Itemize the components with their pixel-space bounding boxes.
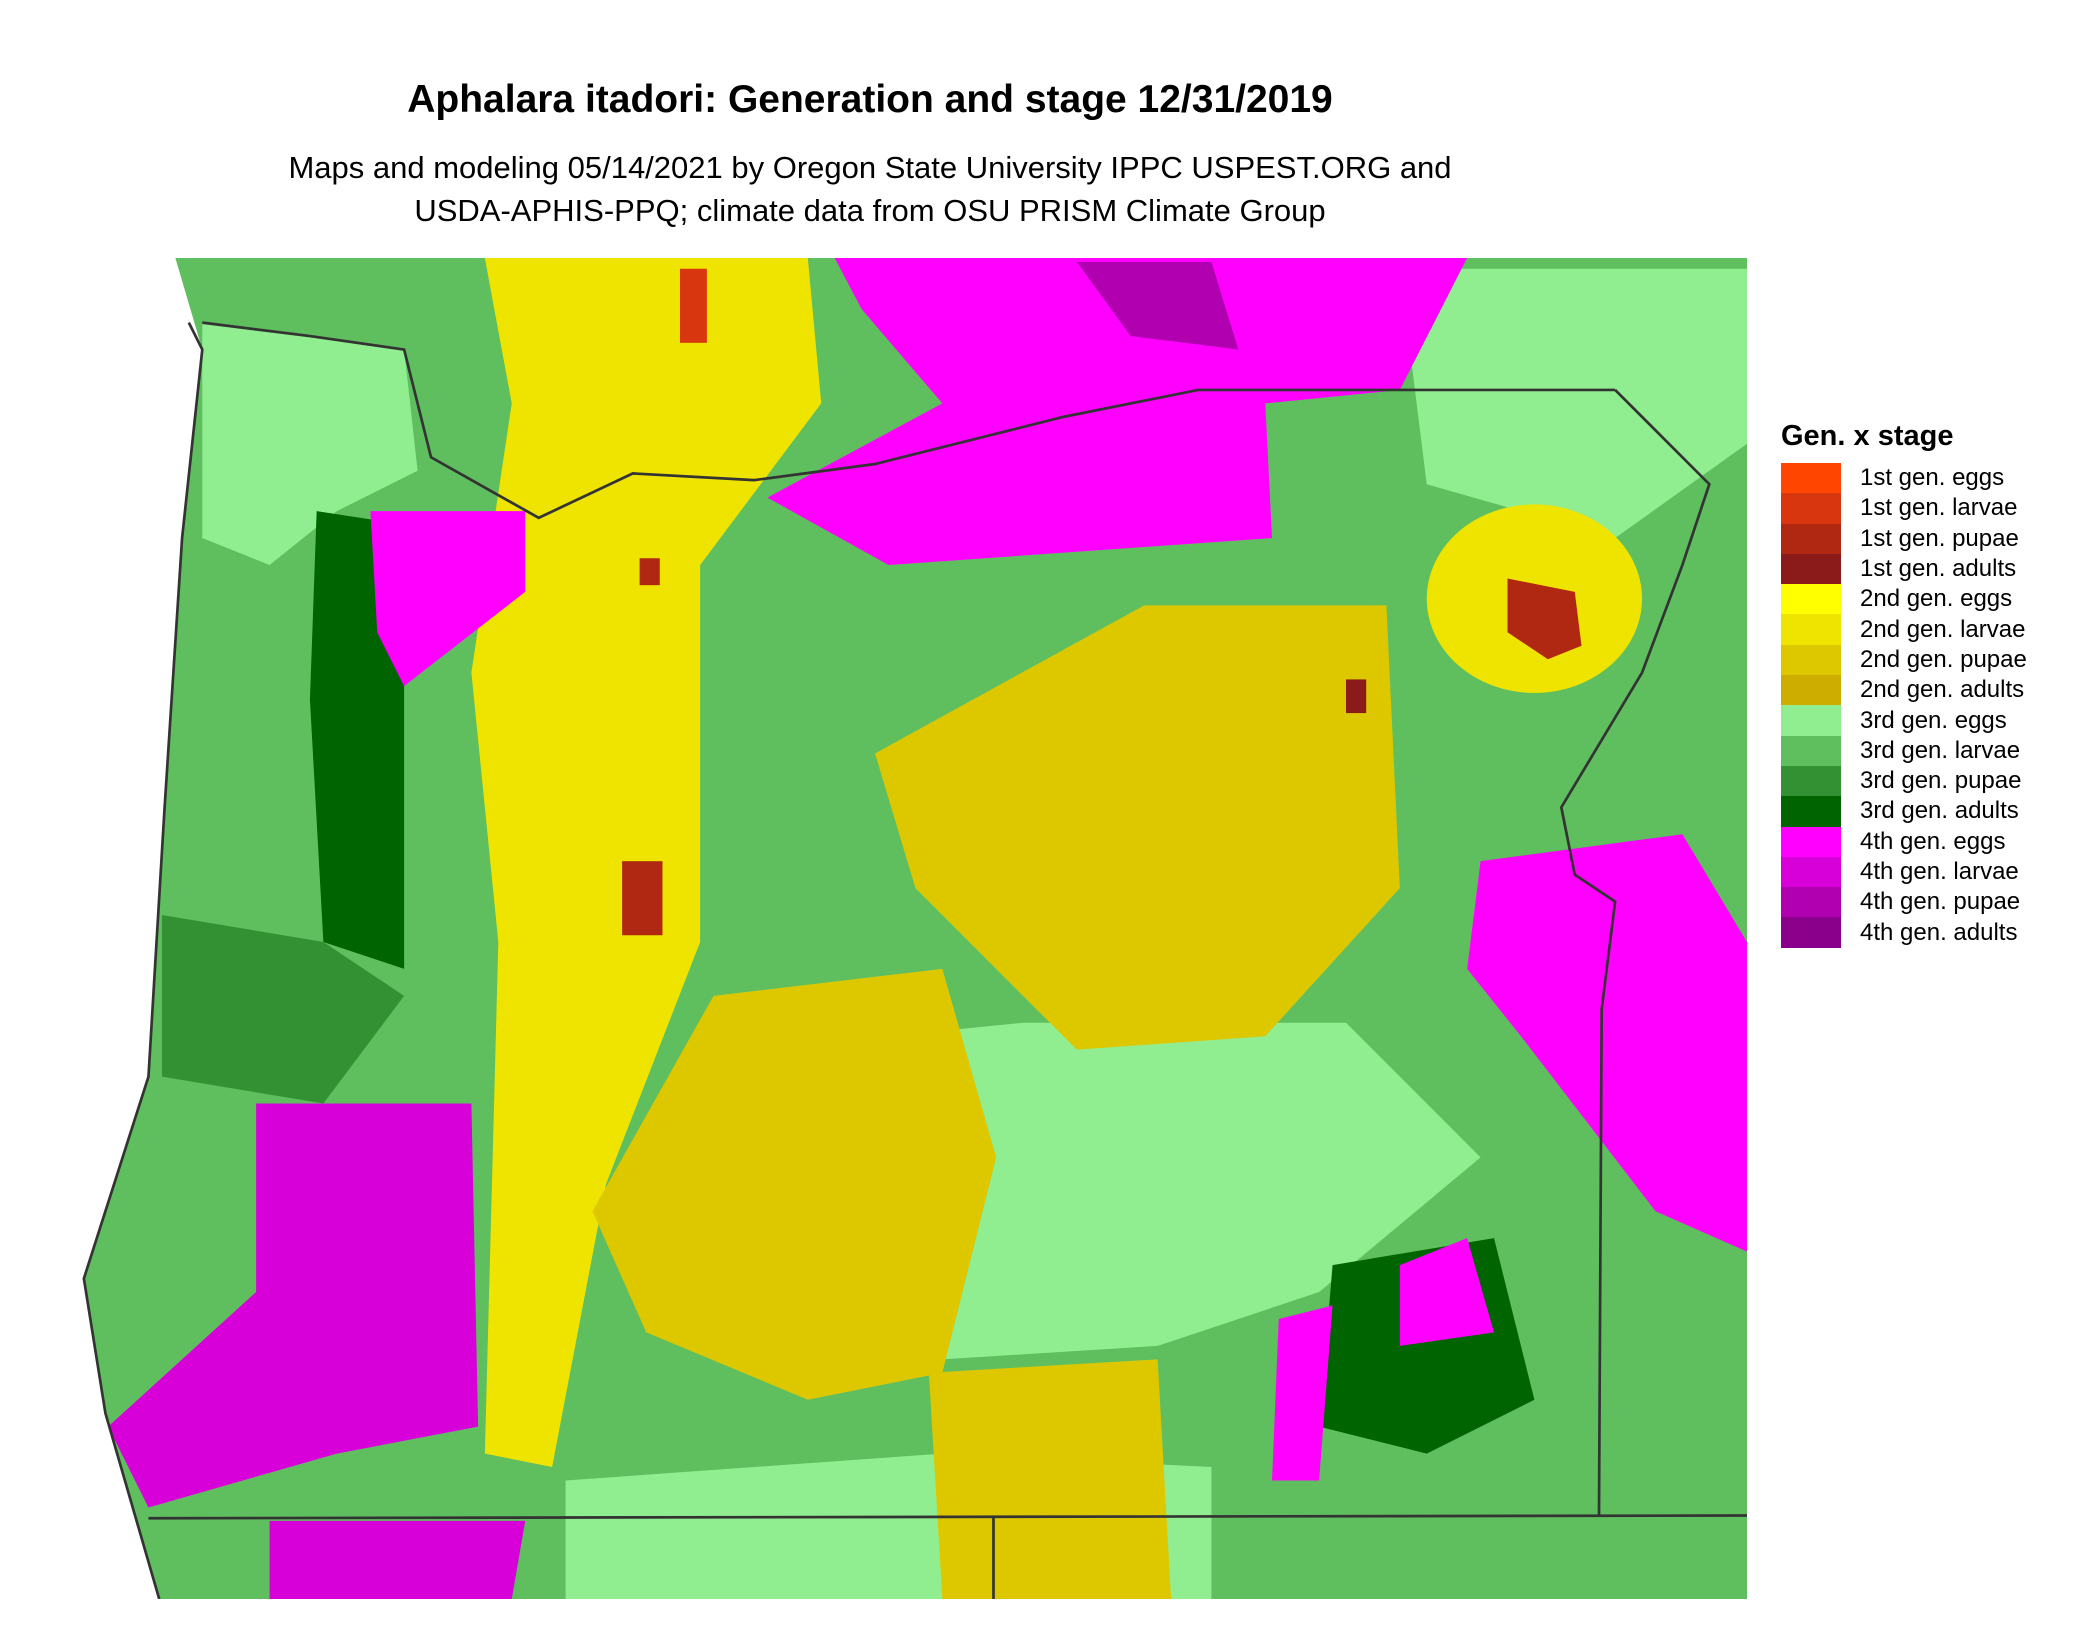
region-4th-ca-border bbox=[269, 1520, 526, 1599]
legend-swatch bbox=[1781, 765, 1841, 797]
region-1st-hood bbox=[639, 558, 660, 586]
legend-label: 3rd gen. eggs bbox=[1860, 706, 2007, 734]
legend-item: 2nd gen. eggs bbox=[1781, 584, 2027, 615]
legend-swatch bbox=[1781, 523, 1841, 554]
legend-item: 3rd gen. larvae bbox=[1781, 735, 2027, 766]
wa-or-border bbox=[202, 321, 1616, 520]
map-subtitle-line1: Maps and modeling 05/14/2021 by Oregon S… bbox=[288, 150, 1452, 185]
legend-swatch bbox=[1781, 796, 1841, 827]
legend-item: 2nd gen. pupae bbox=[1781, 644, 2027, 676]
legend-item: 1st gen. pupae bbox=[1781, 523, 2027, 554]
legend-label: 4th gen. larvae bbox=[1860, 858, 2019, 885]
legend-swatch bbox=[1781, 644, 1841, 676]
legend-label: 2nd gen. adults bbox=[1860, 676, 2025, 704]
region-2nd-central bbox=[592, 968, 997, 1400]
legend-label: 4th gen. pupae bbox=[1860, 888, 2021, 916]
legend-label: 2nd gen. pupae bbox=[1860, 645, 2027, 673]
legend-item: 1st gen. eggs bbox=[1781, 463, 2027, 494]
legend-swatch bbox=[1781, 887, 1841, 918]
region-1st-blue-mountains bbox=[1507, 578, 1582, 660]
legend-swatch bbox=[1781, 856, 1841, 888]
map-title: Aphalara itadori: Generation and stage 1… bbox=[407, 78, 1333, 121]
legend: Gen. x stage 1st gen. eggs 1st gen. larva… bbox=[1781, 420, 2027, 948]
legend-item: 1st gen. adults bbox=[1781, 553, 2027, 585]
southern-border bbox=[148, 1514, 1747, 1520]
legend-label: 1st gen. larvae bbox=[1860, 494, 2018, 522]
legend-swatch bbox=[1781, 735, 1841, 766]
legend-label: 1st gen. adults bbox=[1860, 555, 2017, 583]
legend-swatch bbox=[1781, 584, 1841, 615]
region-4th-northeast bbox=[767, 258, 1468, 565]
or-id-border bbox=[1559, 388, 1711, 1516]
legend-item: 3rd gen. eggs bbox=[1781, 705, 2027, 736]
legend-swatch bbox=[1781, 493, 1841, 524]
region-1st-north bbox=[679, 268, 707, 343]
legend-item: 4th gen. eggs bbox=[1781, 826, 2027, 857]
region-4th-steens bbox=[1272, 1305, 1333, 1481]
legend-label: 1st gen. eggs bbox=[1860, 464, 2005, 492]
region-1st-central bbox=[1346, 679, 1367, 714]
legend-label: 1st gen. pupae bbox=[1860, 524, 2019, 552]
region-3rd-eggs-northwest bbox=[202, 322, 418, 565]
legend-label: 3rd gen. adults bbox=[1860, 797, 2019, 825]
legend-item: 3rd gen. pupae bbox=[1781, 765, 2027, 797]
legend-swatch bbox=[1781, 614, 1841, 645]
legend-item: 4th gen. adults bbox=[1781, 917, 2027, 948]
region-1st-cascade bbox=[622, 861, 663, 936]
coastline bbox=[82, 322, 204, 1599]
region-4th-southeast bbox=[1399, 1238, 1495, 1346]
legend-item: 3rd gen. adults bbox=[1781, 796, 2027, 827]
legend-item: 4th gen. pupae bbox=[1781, 887, 2027, 918]
region-4th-east bbox=[1467, 834, 1747, 1252]
legend-label: 4th gen. adults bbox=[1860, 918, 2018, 946]
legend-swatch bbox=[1781, 553, 1841, 585]
region-2nd-southcentral bbox=[928, 1359, 1172, 1599]
legend-swatch bbox=[1781, 705, 1841, 736]
legend-label: 3rd gen. larvae bbox=[1860, 736, 2021, 764]
legend-swatch bbox=[1781, 917, 1841, 948]
legend-label: 3rd gen. pupae bbox=[1860, 767, 2022, 795]
legend-item: 4th gen. larvae bbox=[1781, 856, 2027, 888]
legend-label: 2nd gen. eggs bbox=[1860, 585, 2013, 613]
generation-stage-map bbox=[61, 258, 1747, 1599]
legend-item: 2nd gen. adults bbox=[1781, 675, 2027, 706]
region-3rd-eggs-northeast bbox=[1399, 268, 1747, 539]
legend-swatch bbox=[1781, 826, 1841, 857]
legend-title: Gen. x stage bbox=[1781, 420, 1954, 452]
region-4th-southwest bbox=[108, 1103, 479, 1508]
legend-label: 2nd gen. larvae bbox=[1860, 615, 2026, 643]
legend-label: 4th gen. eggs bbox=[1860, 827, 2006, 855]
map-subtitle-line2: USDA-APHIS-PPQ; climate data from OSU PR… bbox=[414, 193, 1326, 228]
legend-item: 1st gen. larvae bbox=[1781, 493, 2027, 524]
region-2nd-east-central bbox=[875, 605, 1400, 1050]
legend-item: 2nd gen. larvae bbox=[1781, 614, 2027, 645]
region-3rd-pupae-southwest bbox=[161, 915, 405, 1104]
ocean bbox=[61, 258, 203, 1599]
region-4th-pupae-north bbox=[1076, 262, 1239, 350]
legend-swatch bbox=[1781, 675, 1841, 706]
region-4th-columbia bbox=[370, 511, 526, 687]
legend-swatch bbox=[1781, 463, 1841, 494]
